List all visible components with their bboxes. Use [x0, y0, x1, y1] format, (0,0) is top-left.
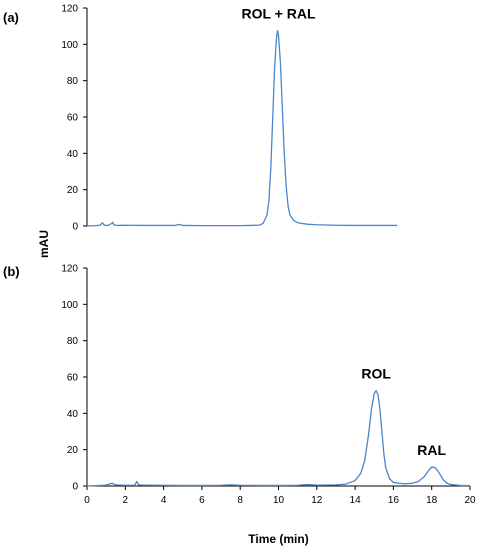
panel-a: (a) 0 20 40 60 80 100 120 ROL + RAL	[3, 4, 398, 233]
x-tick-label: 18	[426, 495, 438, 506]
chromatogram-trace	[86, 30, 398, 227]
y-tick-label: 80	[67, 336, 79, 347]
y-tick-label: 40	[67, 149, 79, 160]
y-tick-label: 60	[67, 113, 79, 124]
chromatogram-trace	[86, 389, 471, 487]
x-tick-label: 14	[350, 495, 362, 506]
y-tick-label: 80	[67, 76, 79, 87]
x-tick-label: 20	[464, 495, 476, 506]
y-tick-label: 120	[61, 264, 78, 275]
x-tick-label: 2	[123, 495, 129, 506]
y-tick-label: 0	[72, 222, 78, 233]
x-axis-title: Time (min)	[248, 532, 308, 546]
y-axis-title: mAU	[37, 230, 51, 258]
panel-label: (a)	[3, 10, 19, 25]
panel-b: (b) 0 20 40 60 80 100 120 0 2 4 6 8 10 12 14 16 18 20 Time …	[3, 264, 476, 547]
y-tick-label: 100	[61, 300, 78, 311]
y-tick-label: 100	[61, 40, 78, 51]
x-tick-label: 8	[237, 495, 243, 506]
x-tick-label: 6	[199, 495, 205, 506]
x-tick-label: 12	[311, 495, 323, 506]
peak-label: ROL	[361, 366, 391, 382]
y-tick-label: 20	[67, 445, 79, 456]
x-tick-label: 16	[388, 495, 400, 506]
peak-label: RAL	[417, 442, 446, 458]
y-tick-label: 60	[67, 373, 79, 384]
y-tick-label: 120	[61, 4, 78, 15]
x-tick-label: 0	[84, 495, 90, 506]
y-tick-label: 0	[72, 482, 78, 493]
x-tick-label: 4	[161, 495, 167, 506]
panel-label: (b)	[3, 264, 20, 279]
peak-label: ROL + RAL	[241, 6, 315, 22]
y-tick-label: 20	[67, 185, 79, 196]
x-tick-label: 10	[273, 495, 285, 506]
y-tick-label: 40	[67, 409, 79, 420]
